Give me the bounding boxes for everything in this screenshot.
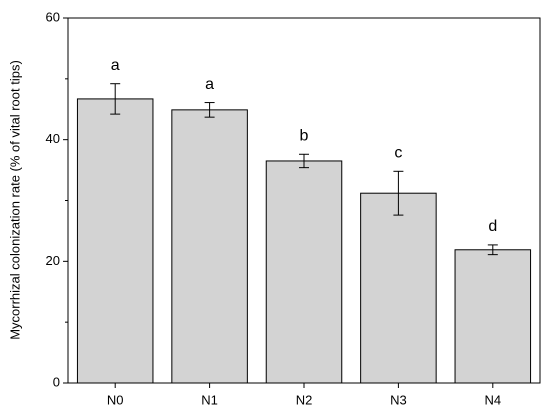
y-tick-label: 20 xyxy=(46,253,60,268)
group-letter: a xyxy=(205,76,214,93)
x-tick-label: N2 xyxy=(296,392,313,407)
x-tick-label: N3 xyxy=(390,392,407,407)
plot-frame xyxy=(67,17,541,384)
bar xyxy=(265,160,343,384)
group-letter: b xyxy=(300,127,309,144)
bar xyxy=(360,192,437,384)
x-tick-label: N1 xyxy=(201,392,218,407)
bar xyxy=(454,249,532,384)
y-tick-label: 0 xyxy=(53,374,60,389)
bar xyxy=(76,98,154,384)
x-tick-label: N4 xyxy=(484,392,501,407)
group-letter: d xyxy=(488,218,497,235)
group-letter: a xyxy=(111,57,120,74)
bar xyxy=(171,109,248,384)
y-tick-label: 40 xyxy=(46,131,60,146)
y-axis-label: Mycorrhizal colonization rate (% of vita… xyxy=(7,60,22,340)
group-letter: c xyxy=(394,145,402,162)
x-tick-label: N0 xyxy=(107,392,124,407)
y-tick-label: 60 xyxy=(46,9,60,24)
